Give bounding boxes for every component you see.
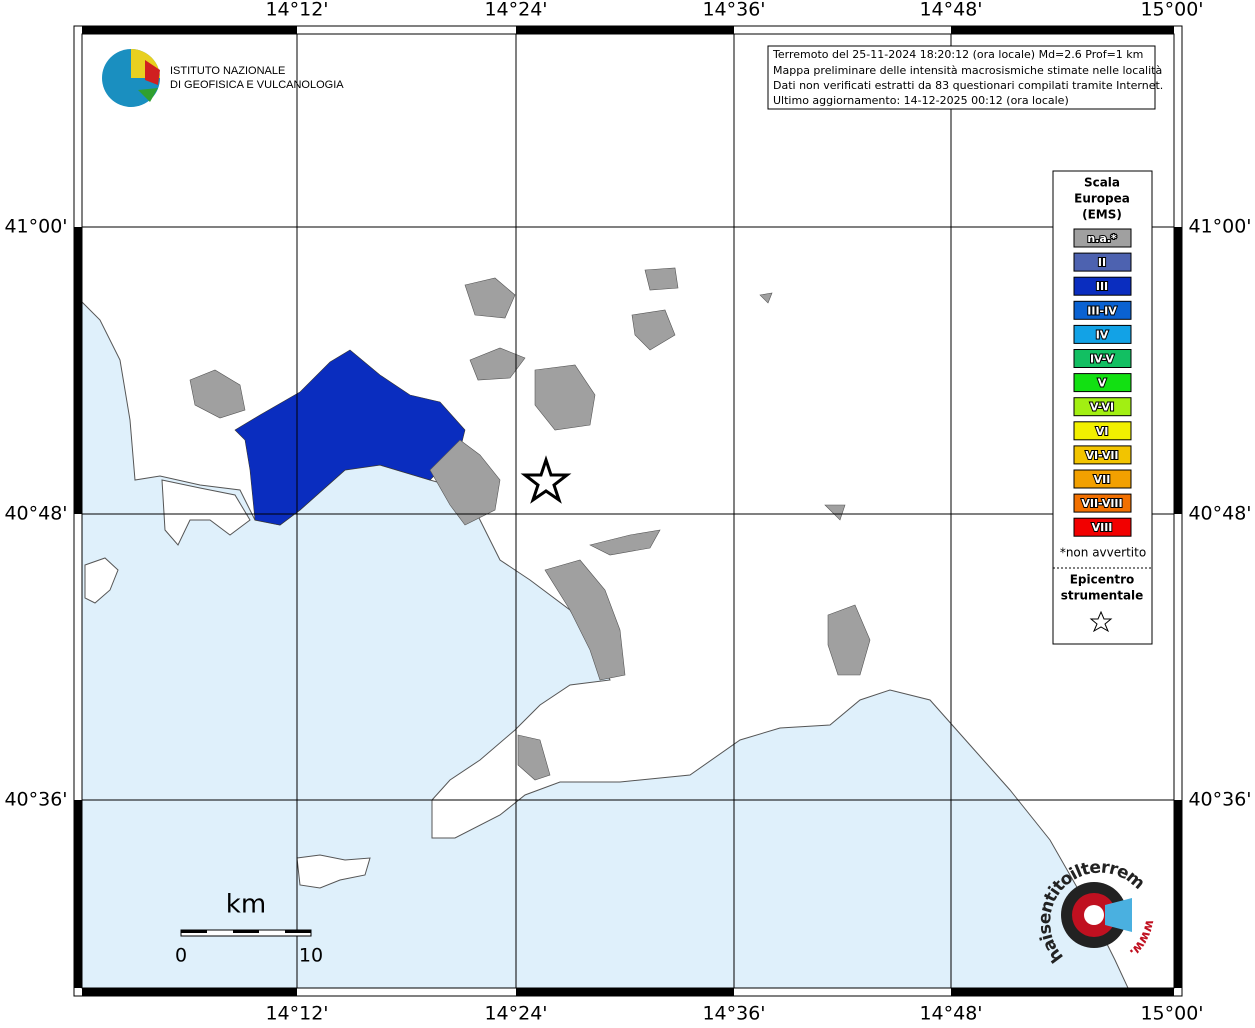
legend-label: VII: [1094, 473, 1111, 486]
legend-title: (EMS): [1082, 208, 1122, 222]
lon-label: 14°12': [265, 1003, 328, 1025]
lon-label: 14°12': [265, 0, 328, 21]
legend-label: VIII: [1092, 521, 1113, 534]
scale-unit: km: [226, 890, 266, 920]
legend-label: V-VI: [1090, 401, 1114, 414]
graticule: [82, 34, 1174, 988]
scale-bar: km 0 10: [175, 890, 323, 967]
municipalities: [189, 267, 871, 781]
lon-label: 14°48': [919, 0, 982, 21]
frame: [73, 25, 1183, 997]
legend-label: V: [1098, 377, 1107, 390]
info-line: Dati non verificati estratti da 83 quest…: [773, 79, 1163, 92]
legend-label: VI-VII: [1085, 449, 1118, 462]
legend: Scala Europea (EMS) *non avvertito Epice…: [1052, 170, 1153, 645]
lon-label: 14°48': [919, 1003, 982, 1025]
lon-label: 15°00': [1140, 0, 1203, 21]
legend-label: IV: [1096, 328, 1109, 341]
legend-swatch: [1073, 469, 1132, 489]
legend-swatch: [1073, 252, 1132, 272]
legend-label: IV-V: [1090, 353, 1115, 366]
legend-note: *non avvertito: [1060, 546, 1146, 560]
lon-label: 14°24': [484, 0, 547, 21]
legend-label: III-IV: [1087, 304, 1117, 317]
legend-swatch: [1073, 324, 1132, 344]
institute-name: DI GEOFISICA E VULCANOLOGIA: [170, 79, 344, 91]
epicenter-star: [520, 455, 572, 504]
legend-swatch: [1073, 276, 1132, 296]
island-capri: [296, 854, 371, 889]
legend-swatch: [1073, 300, 1132, 320]
scale-label: 0: [175, 945, 187, 967]
info-line: Mappa preliminare delle intensità macros…: [773, 64, 1162, 77]
info-box: Terremoto del 25-11-2024 18:20:12 (ora l…: [767, 45, 1163, 110]
info-line: Terremoto del 25-11-2024 18:20:12 (ora l…: [772, 48, 1143, 61]
legend-title: Scala: [1084, 176, 1120, 190]
lat-label: 41°00': [1188, 216, 1251, 238]
legend-swatch: [1073, 493, 1132, 513]
legend-label: n.a.*: [1087, 232, 1117, 245]
legend-swatch: [1073, 349, 1132, 368]
legend-epicenter: Epicentro: [1070, 573, 1135, 587]
legend-label: II: [1098, 256, 1106, 269]
sea: [81, 300, 1129, 989]
lat-label: 40°48': [4, 503, 67, 525]
legend-swatch: [1073, 445, 1132, 465]
legend-swatch: [1073, 517, 1132, 537]
institute-name: ISTITUTO NAZIONALE: [170, 65, 285, 77]
lon-label: 14°36': [702, 1003, 765, 1025]
legend-swatch: [1073, 421, 1132, 441]
legend-title: Europea: [1074, 192, 1130, 206]
legend-label: VI: [1096, 425, 1109, 438]
legend-label: VII-VIII: [1081, 497, 1122, 510]
info-line: Ultimo aggiornamento: 14-12-2025 00:12 (…: [773, 94, 1069, 107]
island-ischia: [84, 557, 119, 604]
lat-label: 41°00': [4, 216, 67, 238]
cape-miseno: [161, 479, 251, 546]
lon-label: 14°36': [702, 0, 765, 21]
lat-label: 40°48': [1188, 503, 1251, 525]
lon-label: 15°00': [1140, 1003, 1203, 1025]
legend-swatch: [1073, 373, 1132, 393]
ingv-logo: ISTITUTO NAZIONALE DI GEOFISICA E VULCAN…: [102, 49, 344, 107]
scale-label: 10: [299, 945, 323, 967]
lat-label: 40°36': [1188, 789, 1251, 811]
legend-epicenter: strumentale: [1061, 589, 1144, 603]
legend-swatch: [1073, 228, 1132, 248]
lon-label: 14°24': [484, 1003, 547, 1025]
lat-label: 40°36': [4, 789, 67, 811]
legend-swatch: [1073, 397, 1132, 417]
legend-label: III: [1096, 280, 1108, 293]
